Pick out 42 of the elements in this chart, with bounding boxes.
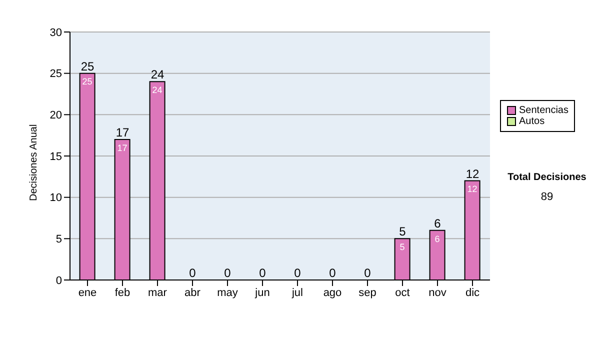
total-label: 5 bbox=[399, 224, 406, 239]
total-label: 24 bbox=[150, 68, 164, 82]
data-label: 6 bbox=[434, 234, 440, 244]
total-label: 0 bbox=[189, 266, 196, 280]
total-label: 0 bbox=[329, 266, 336, 280]
y-tick-label: 10 bbox=[50, 192, 62, 204]
total-label: 12 bbox=[466, 166, 480, 181]
total-label: 17 bbox=[116, 125, 130, 140]
x-tick-label: abr bbox=[184, 286, 201, 299]
total-label: 0 bbox=[224, 266, 232, 280]
total-label: 25 bbox=[80, 59, 94, 74]
y-tick-label: 15 bbox=[50, 150, 62, 163]
y-tick-label: 30 bbox=[50, 26, 62, 39]
x-tick-label: mar bbox=[148, 286, 168, 299]
x-tick-label: jun bbox=[254, 286, 270, 299]
x-tick-label: oct bbox=[395, 286, 410, 299]
total-label: 0 bbox=[294, 266, 302, 280]
y-tick-label: 5 bbox=[56, 234, 62, 246]
total-label: 0 bbox=[364, 266, 372, 280]
legend-label: Sentencias bbox=[519, 105, 568, 116]
x-tick-label: ene bbox=[78, 286, 97, 299]
data-label: 24 bbox=[152, 84, 162, 95]
x-tick-label: ago bbox=[323, 286, 342, 299]
text: Total Decisiones bbox=[506, 172, 588, 183]
data-label: 12 bbox=[467, 184, 478, 194]
x-tick-label: feb bbox=[114, 286, 130, 299]
total-label: 0 bbox=[259, 266, 266, 280]
x-tick-label: nov bbox=[428, 286, 447, 299]
data-label: 25 bbox=[82, 76, 92, 87]
y-tick-label: 0 bbox=[56, 274, 62, 287]
data-label: 17 bbox=[117, 142, 128, 153]
total-label: 6 bbox=[434, 216, 442, 230]
y-axis-title: Decisiones Anual bbox=[28, 124, 40, 201]
legend-label: Autos bbox=[519, 116, 545, 127]
text: 89 bbox=[540, 191, 554, 203]
x-tick-label: jul bbox=[290, 286, 304, 299]
x-tick-label: dic bbox=[465, 286, 480, 299]
x-tick-label: sep bbox=[358, 286, 376, 299]
data-label: 5 bbox=[400, 242, 405, 252]
x-tick-label: may bbox=[217, 286, 238, 299]
y-tick-label: 20 bbox=[50, 110, 62, 122]
y-tick-label: 25 bbox=[50, 68, 62, 80]
